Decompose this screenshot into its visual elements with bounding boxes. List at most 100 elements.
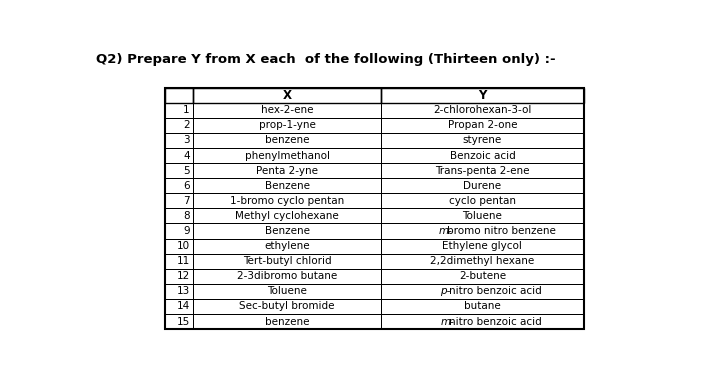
Text: 15: 15 xyxy=(176,317,190,327)
Bar xyxy=(381,118,584,133)
Bar xyxy=(193,88,381,103)
Text: 13: 13 xyxy=(176,287,190,296)
Text: m-: m- xyxy=(438,226,452,236)
Bar xyxy=(166,314,193,329)
Text: 8: 8 xyxy=(184,211,190,221)
Bar xyxy=(381,284,584,299)
Text: phenylmethanol: phenylmethanol xyxy=(245,150,330,161)
Bar xyxy=(381,103,584,118)
Bar xyxy=(193,148,381,163)
Text: 10: 10 xyxy=(176,241,190,251)
Bar xyxy=(193,314,381,329)
Text: benzene: benzene xyxy=(265,135,310,146)
Text: 12: 12 xyxy=(176,271,190,281)
Text: bromo nitro benzene: bromo nitro benzene xyxy=(447,226,556,236)
Text: Trans-penta 2-ene: Trans-penta 2-ene xyxy=(435,166,530,176)
Text: 11: 11 xyxy=(176,256,190,266)
Text: Tert-butyl chlorid: Tert-butyl chlorid xyxy=(243,256,331,266)
Text: butane: butane xyxy=(464,302,500,311)
Text: benzene: benzene xyxy=(265,317,310,327)
Text: nitro benzoic acid: nitro benzoic acid xyxy=(449,317,541,327)
Bar xyxy=(193,299,381,314)
Text: Methyl cyclohexane: Methyl cyclohexane xyxy=(235,211,339,221)
Text: 5: 5 xyxy=(184,166,190,176)
Text: m-: m- xyxy=(441,317,454,327)
Bar xyxy=(166,284,193,299)
Text: Propan 2-one: Propan 2-one xyxy=(448,120,517,130)
Bar xyxy=(193,118,381,133)
Text: Benzene: Benzene xyxy=(264,226,310,236)
Text: 7: 7 xyxy=(184,196,190,206)
Bar xyxy=(166,103,193,118)
Bar xyxy=(381,314,584,329)
Bar xyxy=(166,208,193,223)
Bar xyxy=(193,208,381,223)
Bar xyxy=(166,163,193,178)
Bar xyxy=(381,163,584,178)
Text: Durene: Durene xyxy=(463,181,501,191)
Bar xyxy=(193,163,381,178)
Text: Sec-butyl bromide: Sec-butyl bromide xyxy=(239,302,335,311)
Text: Benzene: Benzene xyxy=(264,181,310,191)
Bar xyxy=(193,269,381,284)
Bar xyxy=(381,299,584,314)
Text: 3: 3 xyxy=(184,135,190,146)
Bar xyxy=(166,254,193,269)
Bar xyxy=(381,193,584,208)
Text: 6: 6 xyxy=(184,181,190,191)
Bar xyxy=(381,223,584,239)
Bar xyxy=(381,148,584,163)
Bar xyxy=(193,223,381,239)
Bar xyxy=(166,118,193,133)
Bar xyxy=(193,239,381,254)
Bar xyxy=(193,284,381,299)
Text: Toluene: Toluene xyxy=(267,287,307,296)
Text: Y: Y xyxy=(478,88,487,102)
Bar xyxy=(193,193,381,208)
Bar xyxy=(381,133,584,148)
Text: Toluene: Toluene xyxy=(462,211,503,221)
Bar xyxy=(193,103,381,118)
Bar xyxy=(381,239,584,254)
Bar xyxy=(166,133,193,148)
Text: 2,2dimethyl hexane: 2,2dimethyl hexane xyxy=(431,256,534,266)
Bar xyxy=(166,88,193,103)
Bar xyxy=(381,178,584,193)
Bar xyxy=(166,193,193,208)
Text: 4: 4 xyxy=(184,150,190,161)
Text: ethylene: ethylene xyxy=(264,241,310,251)
Text: 2-butene: 2-butene xyxy=(459,271,506,281)
Bar xyxy=(166,178,193,193)
Bar xyxy=(381,208,584,223)
Bar xyxy=(166,299,193,314)
Text: prop-1-yne: prop-1-yne xyxy=(258,120,315,130)
Text: p-: p- xyxy=(441,287,451,296)
Text: Q2) Prepare Y from X each  of the following (Thirteen only) :-: Q2) Prepare Y from X each of the followi… xyxy=(96,53,555,66)
Text: X: X xyxy=(282,88,292,102)
Text: 2: 2 xyxy=(184,120,190,130)
Text: 14: 14 xyxy=(176,302,190,311)
Text: 1-bromo cyclo pentan: 1-bromo cyclo pentan xyxy=(230,196,344,206)
Bar xyxy=(381,254,584,269)
Text: hex-2-ene: hex-2-ene xyxy=(261,105,313,115)
Bar xyxy=(193,254,381,269)
Bar xyxy=(166,239,193,254)
Bar xyxy=(193,178,381,193)
Text: Benzoic acid: Benzoic acid xyxy=(449,150,516,161)
Bar xyxy=(166,88,584,329)
Text: 9: 9 xyxy=(184,226,190,236)
Bar xyxy=(381,269,584,284)
Bar xyxy=(166,223,193,239)
Bar xyxy=(166,269,193,284)
Text: 2-chlorohexan-3-ol: 2-chlorohexan-3-ol xyxy=(433,105,531,115)
Text: 2-3dibromo butane: 2-3dibromo butane xyxy=(237,271,337,281)
Bar xyxy=(166,148,193,163)
Text: nitro benzoic acid: nitro benzoic acid xyxy=(449,287,541,296)
Bar xyxy=(381,88,584,103)
Text: Ethylene glycol: Ethylene glycol xyxy=(442,241,522,251)
Text: 1: 1 xyxy=(184,105,190,115)
Text: cyclo pentan: cyclo pentan xyxy=(449,196,516,206)
Text: Penta 2-yne: Penta 2-yne xyxy=(256,166,318,176)
Bar xyxy=(193,133,381,148)
Text: styrene: styrene xyxy=(463,135,502,146)
